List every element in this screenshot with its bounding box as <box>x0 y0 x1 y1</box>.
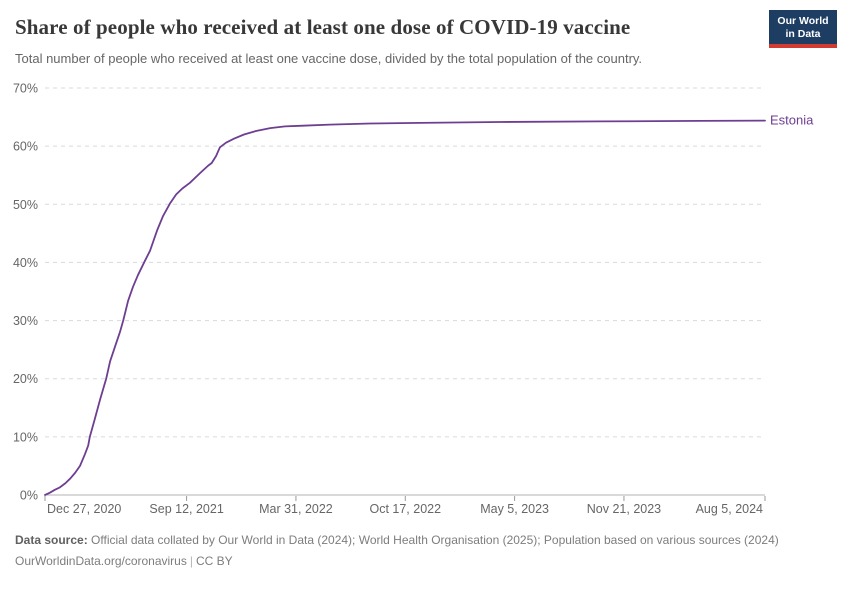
series-line <box>44 119 766 496</box>
owid-logo-line2: in Data <box>785 27 821 40</box>
data-source-label: Data source: <box>15 533 88 547</box>
y-tick-label: 0% <box>20 489 38 503</box>
owid-logo-line1: Our World <box>777 15 829 27</box>
owid-logo[interactable]: Our World in Data <box>769 10 837 48</box>
chart-subtitle: Total number of people who received at l… <box>15 51 643 66</box>
page-title: Share of people who received at least on… <box>15 15 631 39</box>
y-tick-label: 10% <box>13 430 38 444</box>
x-tick-label: Mar 31, 2022 <box>259 502 333 516</box>
y-tick-label: 20% <box>13 372 38 386</box>
data-source-text: Data source: Official data collated by O… <box>15 532 787 549</box>
chart-footer: Data source: Official data collated by O… <box>15 532 787 569</box>
y-tick-label: 50% <box>13 198 38 212</box>
y-tick-label: 60% <box>13 140 38 154</box>
x-tick-label: Dec 27, 2020 <box>47 502 121 516</box>
x-tick-label: Nov 21, 2023 <box>587 502 661 516</box>
x-tick-label: May 5, 2023 <box>480 502 549 516</box>
series-end-label: Estonia <box>770 113 814 128</box>
data-source-value: Official data collated by Our World in D… <box>87 533 779 547</box>
footer-separator: | <box>189 553 193 568</box>
y-tick-label: 40% <box>13 256 38 270</box>
x-tick-label: Sep 12, 2021 <box>149 502 223 516</box>
x-tick-label: Oct 17, 2022 <box>369 502 441 516</box>
y-tick-label: 70% <box>13 82 38 96</box>
footer-link[interactable]: OurWorldinData.org/coronavirus <box>15 553 187 568</box>
footer-link-line: OurWorldinData.org/coronavirus | CC BY <box>15 553 787 570</box>
footer-license: CC BY <box>195 553 233 568</box>
x-tick-label: Aug 5, 2024 <box>696 502 763 516</box>
y-tick-label: 30% <box>13 314 38 328</box>
